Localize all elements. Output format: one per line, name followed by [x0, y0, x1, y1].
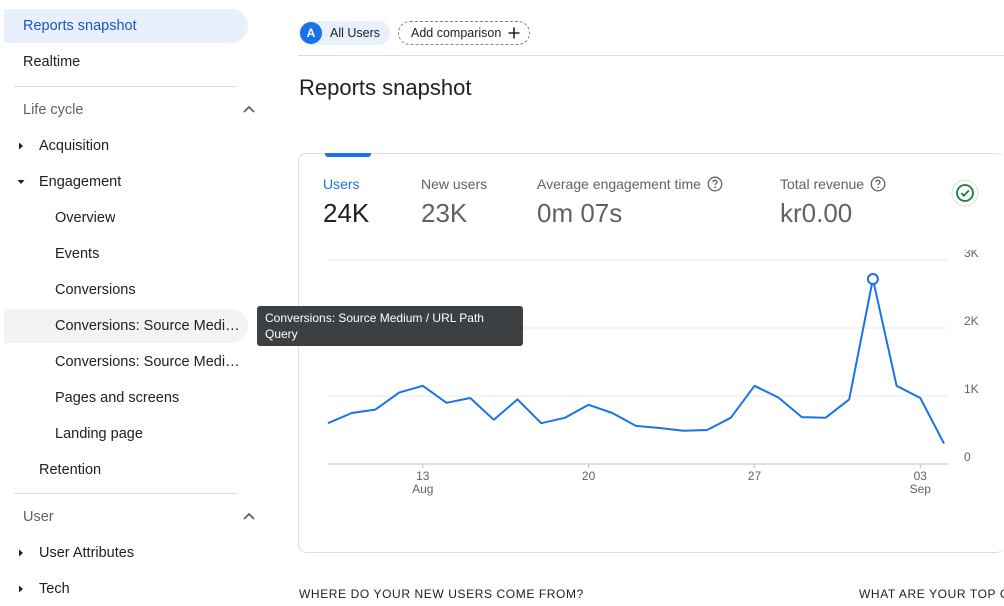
series-line-users	[327, 278, 945, 445]
y-tick-label: 2K	[964, 314, 979, 328]
metric-label: Total revenue	[780, 176, 865, 192]
metric-value: 23K	[421, 198, 468, 228]
segment-avatar: A	[300, 22, 322, 44]
section-header-label: User	[23, 509, 54, 525]
sidebar-item-realtime[interactable]: Realtime	[4, 45, 248, 79]
x-tick-label: 20	[582, 469, 596, 483]
sidebar-item-pages-and-screens[interactable]: Pages and screens	[4, 381, 248, 415]
selected-metric-indicator	[325, 153, 371, 157]
section-title-new-users-source: WHERE DO YOUR NEW USERS COME FROM?	[299, 587, 584, 601]
section-header-lifecycle[interactable]: Life cycle	[4, 93, 267, 127]
sidebar-item-label: Pages and screens	[55, 390, 180, 406]
sidebar: Reports snapshot Realtime Life cycle Acq…	[0, 0, 262, 606]
sidebar-item-label: Tech	[39, 581, 70, 597]
caret-right-icon	[19, 549, 23, 557]
x-tick-sublabel: Sep	[910, 482, 932, 496]
sidebar-item-tech[interactable]: Tech	[4, 572, 248, 606]
add-comparison-button[interactable]: Add comparison	[398, 21, 531, 45]
sidebar-item-overview[interactable]: Overview	[4, 201, 248, 235]
data-point-highlight	[866, 273, 879, 286]
metric-tab-total-revenue[interactable]: Total revenue kr0.00	[780, 176, 886, 229]
metric-tab-users[interactable]: Users 24K	[323, 176, 369, 229]
y-tick-label: 3K	[964, 250, 979, 260]
x-tick-label: 13	[416, 469, 430, 483]
section-header-label: Life cycle	[23, 102, 84, 118]
sidebar-item-reports-snapshot[interactable]: Reports snapshot	[4, 9, 248, 43]
overview-card	[298, 153, 1004, 553]
caret-right-icon	[19, 142, 23, 150]
sidebar-tooltip: Conversions: Source Medium / URL Path Qu…	[257, 306, 523, 346]
sidebar-item-label: Realtime	[23, 54, 81, 70]
sidebar-divider	[14, 86, 237, 87]
sidebar-item-label: Events	[55, 246, 100, 262]
sidebar-item-engagement[interactable]: Engagement	[4, 165, 248, 199]
sidebar-item-label: Conversions	[55, 282, 136, 298]
metric-tab-new-users[interactable]: New users 23K	[421, 176, 487, 229]
sidebar-item-label: Landing page	[55, 426, 143, 442]
caret-right-icon	[19, 585, 23, 593]
metric-label: Average engagement time	[537, 176, 701, 192]
metric-value: 0m 07s	[537, 198, 623, 228]
sidebar-divider	[14, 493, 237, 494]
caret-down-icon	[17, 180, 25, 184]
sidebar-item-label: Acquisition	[39, 138, 110, 154]
section-header-user[interactable]: User	[4, 500, 267, 534]
y-tick-label: 0	[964, 450, 971, 464]
sidebar-item-events[interactable]: Events	[4, 237, 248, 271]
sidebar-item-label: Engagement	[39, 174, 122, 190]
section-title-top-campaigns: WHAT ARE YOUR TOP C...	[859, 587, 1004, 601]
sidebar-item-conversions-source-medium-url-path-query[interactable]: Conversions: Source Medium / URL Path Qu…	[4, 309, 248, 343]
sidebar-item-landing-page[interactable]: Landing page	[4, 417, 248, 451]
sidebar-item-label: Retention	[39, 462, 102, 478]
sidebar-item-label: User Attributes	[39, 545, 135, 561]
x-tick-label: 27	[748, 469, 762, 483]
metric-value: 24K	[323, 198, 370, 228]
add-comparison-label: Add comparison	[411, 26, 502, 40]
plus-icon	[508, 27, 520, 39]
metric-label: New users	[421, 176, 488, 192]
help-icon[interactable]	[707, 176, 723, 192]
sidebar-item-label: Conversions: Source Medium / URL Path	[55, 354, 240, 370]
sidebar-item-user-attributes[interactable]: User Attributes	[4, 536, 248, 570]
check-circle-icon[interactable]	[951, 179, 979, 207]
metric-tab-avg-engagement-time[interactable]: Average engagement time 0m 07s	[537, 176, 723, 229]
chevron-up-icon[interactable]	[241, 509, 257, 525]
metric-label: Users	[323, 176, 360, 192]
sidebar-item-conversions-source-medium-url-path[interactable]: Conversions: Source Medium / URL Path	[4, 345, 248, 379]
page-title: Reports snapshot	[299, 75, 472, 100]
sidebar-item-conversions[interactable]: Conversions	[4, 273, 248, 307]
sidebar-item-label: Reports snapshot	[23, 18, 137, 34]
sidebar-item-label: Overview	[55, 210, 116, 226]
metric-value: kr0.00	[780, 198, 853, 228]
sidebar-item-acquisition[interactable]: Acquisition	[4, 129, 248, 163]
x-tick-sublabel: Aug	[412, 482, 433, 496]
segment-label: All Users	[330, 26, 381, 40]
sidebar-item-retention[interactable]: Retention	[4, 453, 248, 487]
header-divider	[298, 55, 1004, 56]
y-tick-label: 1K	[964, 382, 979, 396]
help-icon[interactable]	[870, 176, 886, 192]
sidebar-item-label: Conversions: Source Medium / URL Path Qu…	[55, 318, 240, 334]
chevron-up-icon[interactable]	[241, 102, 257, 118]
segment-chip-all-users[interactable]: A All Users	[299, 21, 391, 45]
x-tick-label: 03	[914, 469, 928, 483]
